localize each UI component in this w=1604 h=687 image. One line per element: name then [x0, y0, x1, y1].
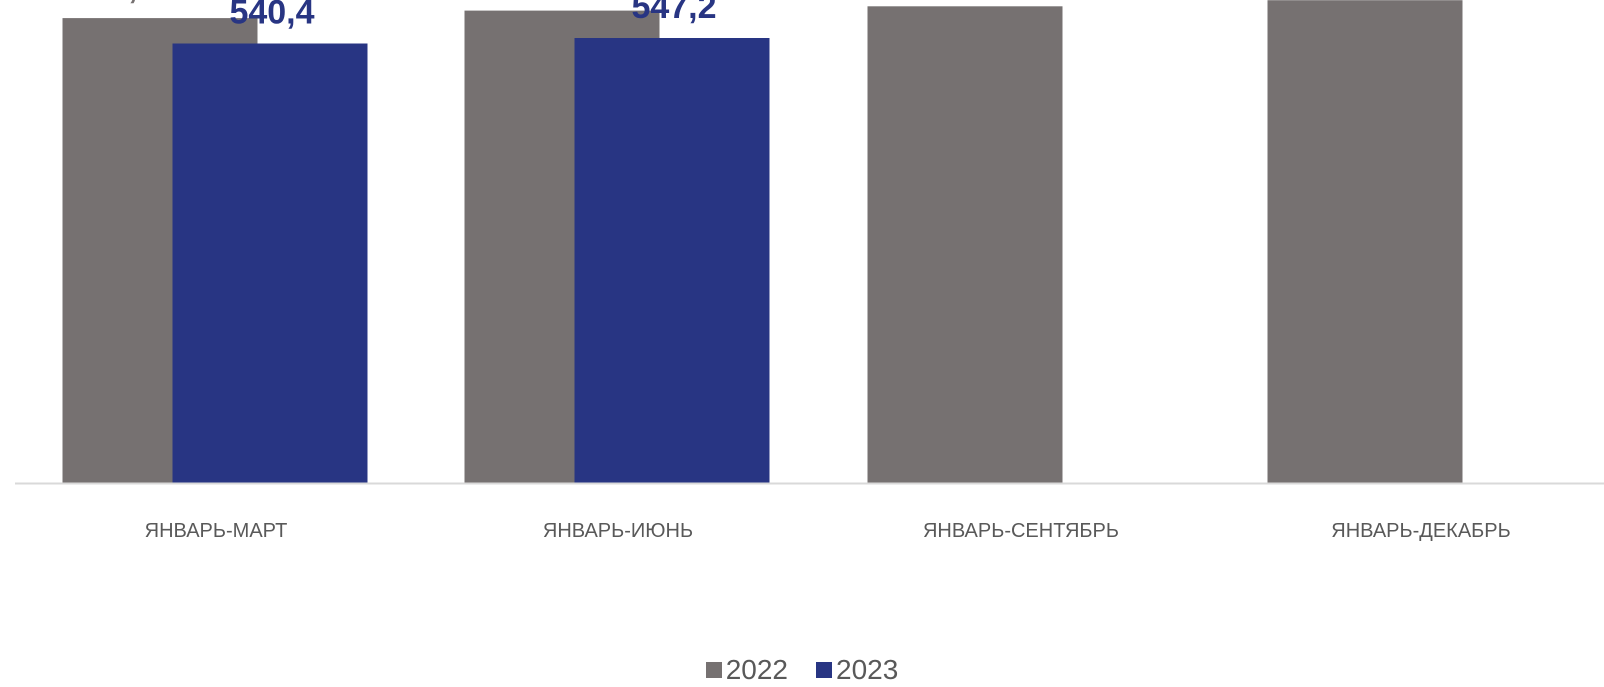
- legend-label-2023: 2023: [836, 654, 899, 685]
- data-label-2023-1: 540,4: [229, 0, 314, 32]
- legend-swatch-2022: [705, 662, 722, 678]
- data-label-2022-1: 571,6: [71, 0, 156, 6]
- bar-2022-4: [1267, 0, 1463, 483]
- tick-label-3: ЯНВАРЬ-СЕНТЯБРЬ: [923, 520, 1119, 542]
- bar-2023-1: [172, 43, 368, 483]
- tick-label-1: ЯНВАРЬ-МАРТ: [145, 520, 288, 542]
- tick-label-2: ЯНВАРЬ-ИЮНЬ: [543, 520, 693, 542]
- legend-item-2022: 2022: [705, 654, 788, 686]
- legend-swatch-2023: [816, 662, 832, 678]
- data-label-2023-2: 547,2: [631, 0, 716, 26]
- bar-2023-2: [574, 38, 770, 483]
- tick-label-4: ЯНВАРЬ-ДЕКАБРЬ: [1331, 520, 1511, 542]
- legend-label-2022: 2022: [725, 654, 788, 685]
- category-axis: ЯНВАРЬ-МАРТ ЯНВАРЬ-ИЮНЬ ЯНВАРЬ-СЕНТЯБРЬ ЯНВ…: [145, 520, 1511, 542]
- bar-2022-3: [867, 6, 1063, 484]
- legend-item-2023: 2023: [816, 654, 898, 686]
- bars-layer: [62, 0, 1463, 484]
- legend: 2022 2023: [0, 654, 1604, 686]
